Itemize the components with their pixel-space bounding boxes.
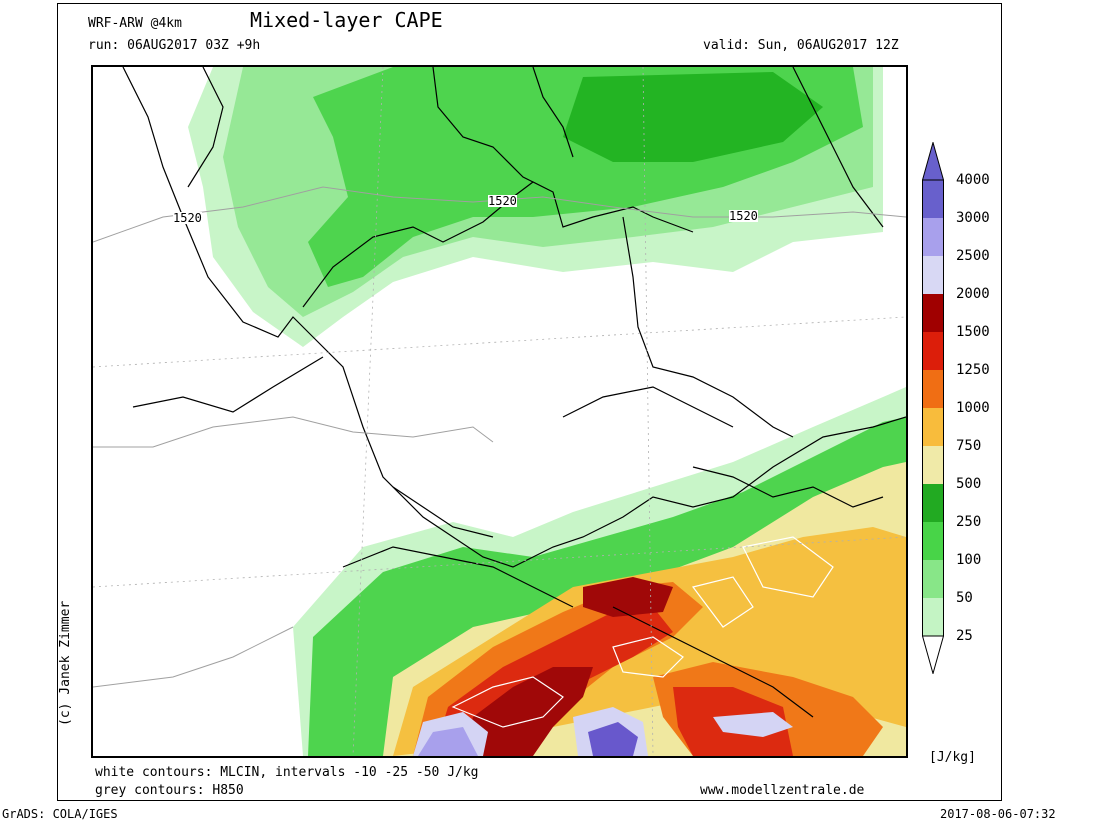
mlcin-note: white contours: MLCIN, intervals -10 -25… [95, 765, 479, 780]
color-bar-band [922, 218, 944, 256]
color-bar-cap-top [922, 142, 944, 180]
color-bar-level-label: 1500 [956, 324, 990, 340]
color-bar-band [922, 446, 944, 484]
color-bar-band [922, 180, 944, 218]
cape-field-north-core [563, 72, 823, 162]
color-bar-level-label: 2500 [956, 248, 990, 264]
color-bar-band [922, 408, 944, 446]
chart-frame [57, 3, 1002, 801]
color-bar-level-label: 2000 [956, 286, 990, 302]
website-label: www.modellzentrale.de [700, 783, 865, 798]
mlcin-contours [451, 536, 834, 728]
color-bar-level-label: 4000 [956, 172, 990, 188]
valid-label: valid: Sun, 06AUG2017 12Z [703, 38, 899, 53]
color-bar-level-label: 1000 [956, 400, 990, 416]
timestamp-label: 2017-08-06-07:32 [940, 807, 1056, 821]
sea-gap [93, 627, 303, 756]
software-label: GrADS: COLA/IGES [2, 807, 118, 821]
color-bar-level-label: 25 [956, 628, 973, 644]
color-bar-band [922, 484, 944, 522]
color-bar-band [922, 370, 944, 408]
color-bar [922, 142, 944, 674]
color-bar-level-label: 50 [956, 590, 973, 606]
cape-field-south-darkred [463, 667, 593, 756]
cape-field-purple-2 [588, 722, 638, 756]
model-label: WRF-ARW @4km [88, 16, 182, 31]
contour-label: 1520 [488, 194, 517, 208]
color-bar-band [922, 560, 944, 598]
color-bar-band [922, 598, 944, 636]
color-bar-band [922, 294, 944, 332]
color-bar-band [922, 522, 944, 560]
map-title: Mixed-layer CAPE [250, 8, 443, 32]
color-bar-level-label: 500 [956, 476, 982, 492]
color-bar-level-label: 100 [956, 552, 982, 568]
h850-note: grey contours: H850 [95, 783, 244, 798]
color-bar-level-label: 750 [956, 438, 982, 454]
cape-map: 1520 1520 1520 [91, 65, 908, 758]
color-bar-level-label: 250 [956, 514, 982, 530]
cape-map-canvas [93, 67, 906, 756]
color-bar-band [922, 256, 944, 294]
graticule [93, 67, 906, 756]
color-bar-level-label: 1250 [956, 362, 990, 378]
color-bar-band [922, 332, 944, 370]
copyright-label: (c) Janek Zimmer [58, 600, 73, 726]
run-label: run: 06AUG2017 03Z +9h [88, 38, 261, 53]
legend-unit: [J/kg] [929, 750, 976, 765]
color-bar-level-label: 3000 [956, 210, 990, 226]
contour-label: 1520 [729, 209, 758, 223]
color-bar-cap-bottom [922, 636, 944, 674]
cape-field-lavender-3 [713, 712, 793, 737]
cape-field-purple-light [418, 727, 478, 756]
contour-label: 1520 [173, 211, 202, 225]
